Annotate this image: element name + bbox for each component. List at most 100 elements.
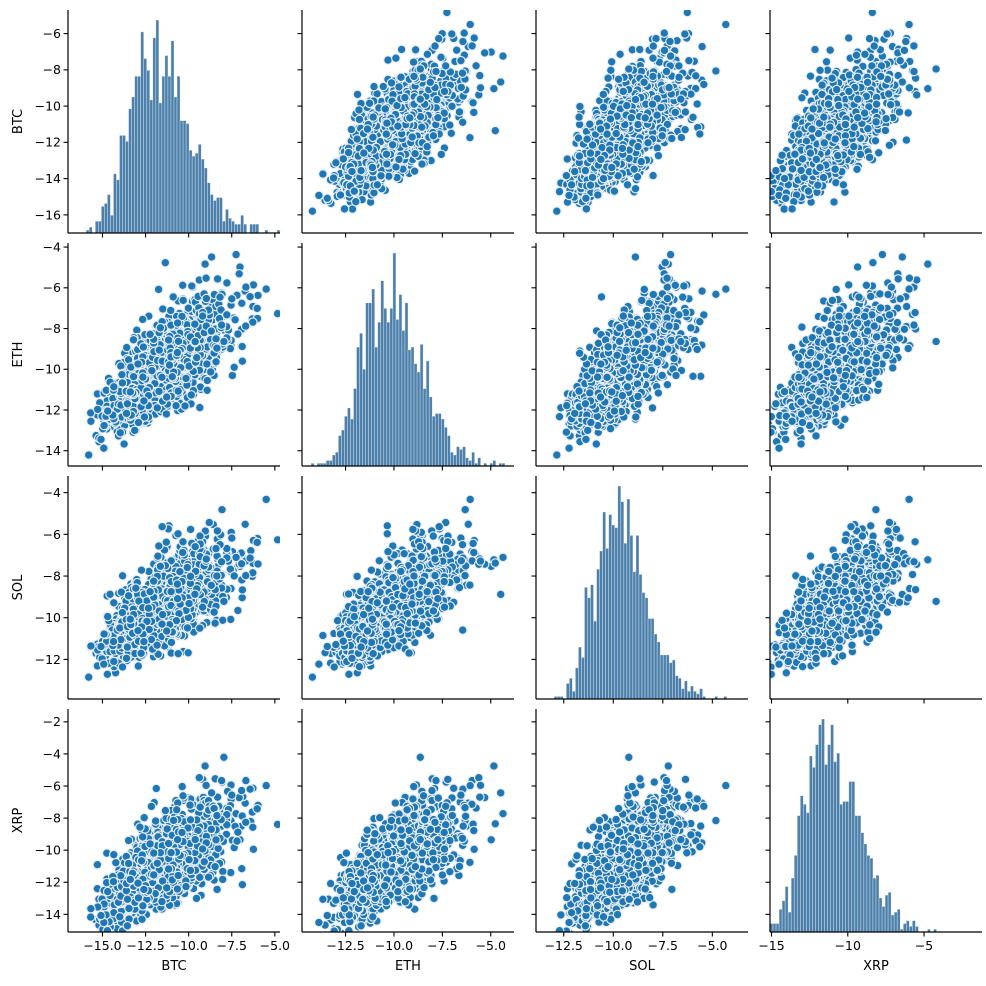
scatter-point	[840, 119, 851, 130]
scatter-point	[433, 33, 444, 44]
scatter-point	[720, 19, 731, 30]
subplot-BTC-XRP	[765, 10, 982, 238]
scatter-point	[623, 64, 634, 74]
scatter-point	[524, 36, 533, 45]
hist-bar	[143, 58, 148, 233]
scatter-point	[447, 101, 457, 112]
hist-bar	[101, 206, 105, 233]
scatter-point	[598, 89, 609, 100]
scatter-point	[465, 19, 476, 30]
scatter-point	[465, 132, 475, 143]
scatter-point	[615, 49, 625, 60]
hist-bar	[161, 75, 166, 233]
scatter-point	[613, 74, 624, 85]
scatter-point	[815, 65, 825, 76]
scatter-point	[864, 33, 875, 44]
hist-bar	[219, 197, 223, 233]
scatter-point	[458, 36, 468, 47]
hist-bar	[137, 75, 141, 233]
scatter-point	[880, 125, 891, 136]
y-axis-label-BTC: BTC	[11, 109, 26, 134]
scatter-point	[490, 125, 501, 136]
scatter-point	[382, 159, 392, 169]
scatter-point	[829, 197, 839, 207]
scatter-point	[909, 66, 919, 77]
scatter-point	[394, 154, 404, 165]
hist-bar	[255, 223, 260, 233]
y-tick-label: −6	[43, 26, 61, 41]
scatter-point	[833, 100, 844, 111]
scatter-point	[468, 97, 478, 108]
scatter-layer	[770, 10, 941, 214]
y-tick-label: −14	[35, 171, 61, 186]
scatter-point	[803, 186, 814, 197]
hist-bar	[252, 223, 257, 233]
scatter-point	[875, 71, 886, 82]
scatter-point	[596, 154, 606, 165]
subplot-BTC-SOL	[531, 10, 748, 238]
scatter-point	[794, 129, 804, 139]
scatter-point	[680, 107, 691, 117]
scatter-point	[416, 122, 427, 133]
scatter-point	[368, 132, 378, 143]
scatter-point	[561, 170, 572, 181]
hist-bar	[94, 220, 99, 233]
scatter-point	[796, 165, 806, 176]
scatter-point	[322, 193, 333, 204]
scatter-point	[422, 141, 433, 152]
scatter-point	[630, 183, 641, 194]
scatter-point	[592, 190, 603, 200]
scatter-point	[400, 92, 410, 103]
scatter-point	[817, 89, 827, 100]
scatter-point	[797, 154, 808, 164]
scatter-point	[433, 112, 443, 123]
scatter-point	[387, 139, 398, 150]
scatter-point	[852, 72, 863, 83]
scatter-point	[431, 94, 442, 105]
scatter-point	[862, 77, 873, 88]
scatter-point	[815, 162, 825, 173]
scatter-point	[618, 86, 629, 97]
scatter-point	[844, 86, 854, 97]
scatter-point	[456, 82, 467, 93]
scatter-point	[771, 165, 781, 176]
scatter-point	[396, 72, 406, 83]
scatter-point	[382, 118, 392, 129]
scatter-point	[380, 104, 391, 114]
scatter-point	[648, 170, 658, 181]
hist-bar	[113, 173, 117, 233]
hist-bar	[185, 123, 190, 233]
scatter-point	[849, 122, 860, 132]
hist-bar	[216, 197, 220, 233]
hist-bar	[249, 223, 254, 233]
scatter-point	[633, 119, 643, 130]
scatter-point	[697, 41, 707, 52]
scatter-point	[347, 166, 357, 177]
scatter-point	[378, 81, 389, 92]
scatter-point	[372, 179, 383, 190]
hist-bar	[158, 102, 163, 233]
scatter-point	[200, 259, 210, 269]
scatter-point	[383, 55, 393, 65]
scatter-point	[621, 100, 632, 111]
scatter-point	[606, 162, 617, 173]
y-tick-label: −16	[35, 207, 61, 222]
hist-bar	[200, 158, 205, 233]
scatter-point	[675, 94, 686, 105]
scatter-point	[869, 41, 880, 51]
hist-bar	[122, 135, 126, 233]
scatter-point	[598, 173, 609, 184]
hist-bar	[191, 155, 196, 233]
scatter-point	[368, 112, 379, 122]
scatter-point	[457, 68, 468, 79]
hist-bar	[213, 200, 217, 233]
scatter-point	[415, 94, 426, 105]
scatter-point	[664, 82, 674, 93]
scatter-point	[860, 49, 870, 60]
scatter-point	[684, 55, 694, 66]
histogram-layer	[85, 19, 280, 233]
scatter-point	[410, 44, 421, 55]
scatter-point	[670, 107, 681, 118]
hist-bar	[146, 70, 151, 233]
